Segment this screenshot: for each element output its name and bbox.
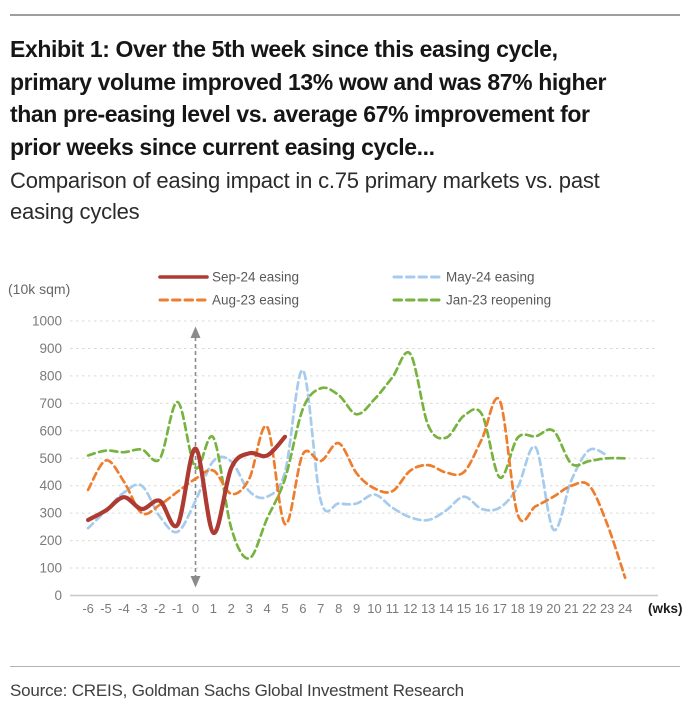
y-tick-500: 500 (39, 451, 62, 466)
y-tick-0: 0 (54, 588, 62, 603)
exhibit-title: Exhibit 1: Over the 5th week since this … (10, 33, 606, 163)
legend-item-sep-24-easing: Sep-24 easing (158, 270, 299, 285)
arrow-head-up (190, 326, 201, 338)
chart-gridlines (70, 320, 658, 597)
y-tick-800: 800 (39, 368, 62, 383)
y-tick-200: 200 (39, 533, 62, 548)
x-tick-17: 17 (493, 601, 507, 616)
x-tick-5: 5 (281, 601, 288, 616)
legend-label: Aug-23 easing (212, 293, 299, 308)
source-line: Source: CREIS, Goldman Sachs Global Inve… (10, 681, 464, 700)
x-tick-14: 14 (439, 601, 453, 616)
chart-legend: Sep-24 easing May-24 easing Aug-23 easing J… (158, 270, 551, 308)
week-zero-arrow (190, 326, 201, 588)
x-axis-labels: -6 -5 -4 -3 -2 -1 0 1 2 3 4 5 6 7 8 9 10 11 12 13 14 15 16 17 18… (82, 601, 682, 616)
legend-label: Jan-23 reopening (446, 293, 551, 308)
legend-label: May-24 easing (446, 270, 535, 285)
x-tick--2: -2 (154, 601, 166, 616)
y-tick-300: 300 (39, 506, 62, 521)
x-tick-13: 13 (421, 601, 435, 616)
x-tick-21: 21 (564, 601, 578, 616)
x-tick-20: 20 (546, 601, 560, 616)
x-tick-0: 0 (192, 601, 199, 616)
legend-item-aug-23-easing: Aug-23 easing (158, 293, 299, 308)
x-tick-23: 23 (600, 601, 614, 616)
x-tick-24: 24 (618, 601, 632, 616)
x-tick--3: -3 (136, 601, 148, 616)
x-tick--1: -1 (172, 601, 184, 616)
y-tick-900: 900 (39, 341, 62, 356)
x-tick--4: -4 (118, 601, 130, 616)
x-tick--5: -5 (100, 601, 112, 616)
x-tick-9: 9 (353, 601, 360, 616)
title-line-1: Exhibit 1: Over the 5th week since this … (10, 36, 558, 62)
chart-series (86, 350, 627, 580)
x-tick-12: 12 (403, 601, 417, 616)
title-line-2: primary volume improved 13% wow and was … (10, 68, 607, 95)
y-tick-700: 700 (39, 396, 62, 411)
x-tick-16: 16 (475, 601, 489, 616)
x-tick-2: 2 (228, 601, 235, 616)
subtitle-line-2: easing cycles (10, 199, 140, 224)
y-unit-label: (10k sqm) (8, 281, 70, 297)
arrow-head-down (190, 576, 201, 588)
y-axis-labels: 0 100 200 300 400 500 600 700 800 900 1000 (32, 314, 62, 604)
x-tick-19: 19 (528, 601, 542, 616)
exhibit-subtitle: Comparison of easing impact in c.75 prim… (10, 165, 600, 227)
x-tick-22: 22 (582, 601, 596, 616)
bottom-divider (10, 666, 680, 667)
series-line-may-24-easing (86, 369, 609, 534)
legend-label: Sep-24 easing (212, 270, 299, 285)
x-tick--6: -6 (82, 601, 94, 616)
series-line-jan-23-reopening (86, 350, 627, 560)
series-line-aug-23-easing (86, 396, 627, 580)
x-tick-7: 7 (317, 601, 324, 616)
y-tick-600: 600 (39, 423, 62, 438)
x-tick-4: 4 (263, 601, 270, 616)
x-tick-18: 18 (510, 601, 524, 616)
x-tick-1: 1 (210, 601, 217, 616)
top-divider (10, 14, 680, 16)
title-line-4: prior weeks since current easing cycle..… (10, 133, 435, 160)
y-tick-100: 100 (39, 561, 62, 576)
x-tick-15: 15 (457, 601, 471, 616)
x-unit-label: (wks) (648, 601, 683, 616)
x-tick-10: 10 (367, 601, 381, 616)
y-tick-1000: 1000 (32, 314, 62, 329)
x-tick-3: 3 (246, 601, 253, 616)
legend-item-jan-23-reopening: Jan-23 reopening (392, 293, 551, 308)
x-tick-6: 6 (299, 601, 306, 616)
x-tick-8: 8 (335, 601, 342, 616)
legend-item-may-24-easing: May-24 easing (392, 270, 535, 285)
x-tick-11: 11 (386, 601, 400, 616)
series-line-sep-24-easing (86, 434, 288, 536)
y-tick-400: 400 (39, 478, 62, 493)
title-line-3: than pre-easing level vs. average 67% im… (10, 101, 590, 127)
subtitle-line-1: Comparison of easing impact in c.75 prim… (10, 168, 600, 193)
